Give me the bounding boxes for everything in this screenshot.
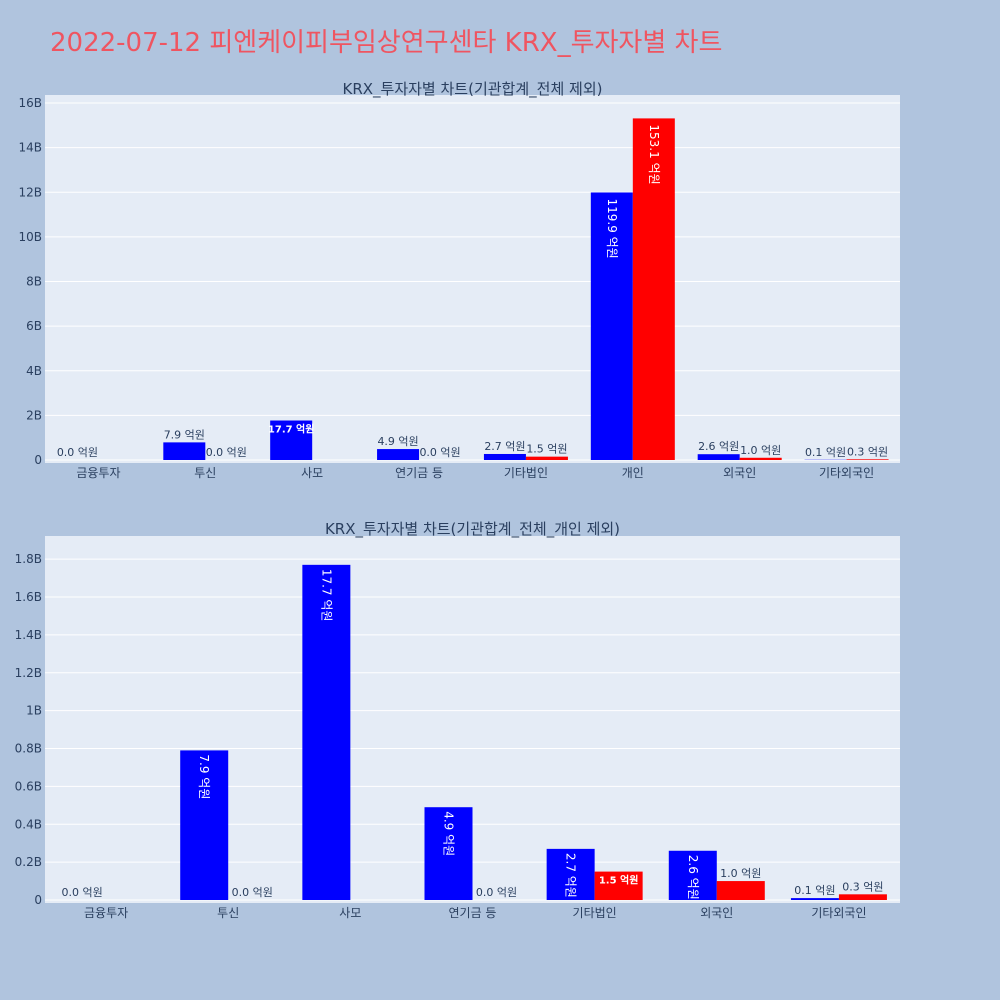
y-tick-label: 0 <box>34 453 42 467</box>
y-tick-label: 1.2B <box>15 666 42 680</box>
data-label: 119.9 억원 <box>605 198 619 258</box>
y-tick-label: 4B <box>26 364 42 378</box>
data-label: 2.7 억원 <box>564 853 578 898</box>
bar <box>180 750 229 900</box>
data-label: 0.0 억원 <box>61 886 102 899</box>
y-tick-label: 14B <box>18 141 42 155</box>
x-tick-label: 기타법인 <box>504 466 548 480</box>
x-tick-label: 외국인 <box>723 466 756 480</box>
bar <box>590 192 633 460</box>
y-tick-label: 0.8B <box>15 742 42 756</box>
x-tick-label: 기타법인 <box>573 906 617 920</box>
bar <box>739 457 782 460</box>
bar <box>546 848 595 900</box>
x-tick-label: 기타외국인 <box>819 466 874 480</box>
y-tick-label: 8B <box>26 275 42 289</box>
data-label: 0.0 억원 <box>206 446 247 459</box>
bar <box>697 454 740 460</box>
bar <box>716 881 765 900</box>
x-tick-label: 연기금 등 <box>449 906 497 920</box>
data-label: 1.5 억원 <box>599 874 639 887</box>
y-tick-label: 1.6B <box>15 590 42 604</box>
y-tick-label: 1.8B <box>15 552 42 566</box>
x-tick-label: 금융투자 <box>76 466 120 480</box>
x-tick-label: 기타외국인 <box>811 906 866 920</box>
bar <box>270 420 313 460</box>
chart-title: KRX_투자자별 차트(기관합계_전체_개인 제외) <box>325 520 620 539</box>
data-label: 4.9 억원 <box>377 435 418 448</box>
data-label: 0.1 억원 <box>794 884 835 897</box>
x-tick-label: 외국인 <box>700 906 733 920</box>
y-tick-label: 12B <box>18 185 42 199</box>
data-label: 17.7 억원 <box>319 569 333 622</box>
data-label: 0.0 억원 <box>476 886 517 899</box>
bar <box>483 453 526 460</box>
bar <box>668 850 717 900</box>
data-label: 2.6 억원 <box>686 855 700 900</box>
data-label: 7.9 억원 <box>197 754 211 799</box>
bar <box>302 564 351 900</box>
data-label: 1.0 억원 <box>720 867 761 880</box>
bar <box>790 898 839 900</box>
data-label: 1.5 억원 <box>526 443 567 456</box>
y-tick-label: 1B <box>26 704 42 718</box>
plot-area <box>45 95 900 463</box>
x-tick-label: 연기금 등 <box>395 466 443 480</box>
bar <box>163 442 206 460</box>
x-tick-label: 금융투자 <box>84 906 128 920</box>
data-label: 2.6 억원 <box>698 440 739 453</box>
page-title: 2022-07-12 피엔케이피부임상연구센타 KRX_투자자별 차트 <box>50 28 723 58</box>
bar <box>838 894 887 900</box>
data-label: 0.0 억원 <box>232 886 273 899</box>
y-tick-label: 2B <box>26 408 42 422</box>
data-label: 1.0 억원 <box>740 444 781 457</box>
bar <box>525 456 568 460</box>
chart-bottom: 0 0.2B 0.4B 0.6B 0.8B 1B 1.2B 1.4B 1.6B 1.8B KRX_투… <box>15 520 900 920</box>
data-label: 0.0 억원 <box>419 446 460 459</box>
y-tick-label: 0 <box>34 893 42 907</box>
y-tick-label: 0.2B <box>15 855 42 869</box>
y-tick-label: 16B <box>18 96 42 110</box>
y-tick-label: 1.4B <box>15 628 42 642</box>
bar <box>594 871 643 900</box>
bar <box>424 807 473 900</box>
x-tick-label: 투신 <box>194 466 216 480</box>
x-tick-label: 사모 <box>339 906 361 920</box>
data-label: 2.7 억원 <box>484 440 525 453</box>
bar <box>632 118 675 460</box>
data-label: 153.1 억원 <box>647 124 661 184</box>
chart-top: 0 2B 4B 6B 8B 10B 12B 14B 16B KRX_투자자별 차트(기관합계_전체… <box>18 80 900 480</box>
x-tick-label: 개인 <box>622 466 644 480</box>
data-label: 0.3 억원 <box>847 445 888 458</box>
y-tick-label: 0.6B <box>15 779 42 793</box>
y-tick-label: 0.4B <box>15 817 42 831</box>
data-label: 7.9 억원 <box>164 428 205 441</box>
bar <box>377 449 420 460</box>
x-tick-label: 투신 <box>217 906 239 920</box>
data-label: 4.9 억원 <box>442 811 456 856</box>
data-label: 0.3 억원 <box>842 880 883 893</box>
x-tick-label: 사모 <box>301 466 323 480</box>
data-label: 0.0 억원 <box>57 446 98 459</box>
y-tick-label: 10B <box>18 230 42 244</box>
bar <box>846 459 889 460</box>
chart-title: KRX_투자자별 차트(기관합계_전체 제외) <box>343 80 603 99</box>
data-label: 0.1 억원 <box>805 446 846 459</box>
data-label: 17.7 억원 <box>268 423 315 436</box>
y-tick-label: 6B <box>26 319 42 333</box>
